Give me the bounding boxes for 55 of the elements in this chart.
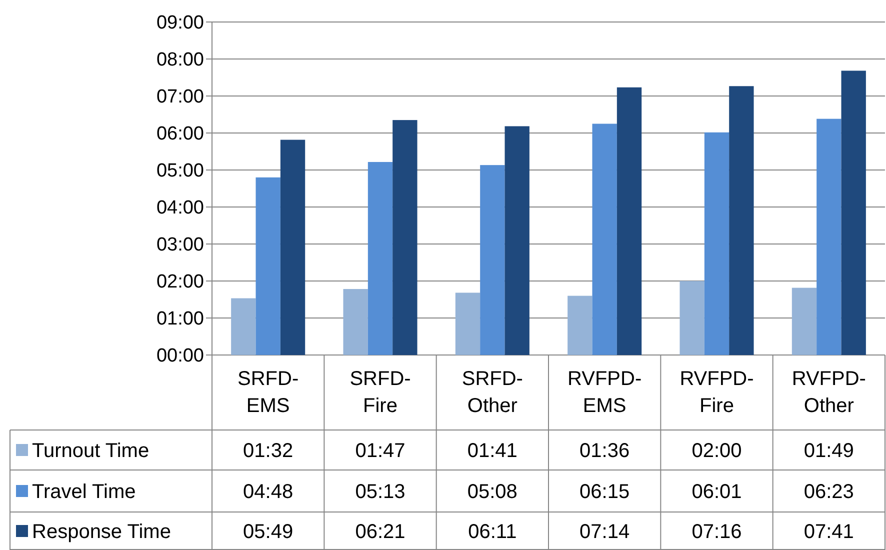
bar: [368, 162, 393, 355]
y-tick-label: 07:00: [156, 86, 204, 108]
legend-label: Response Time: [32, 521, 171, 543]
data-label: 05:49: [243, 521, 294, 543]
legend-label: Travel Time: [32, 481, 136, 503]
data-label: 05:08: [467, 481, 518, 503]
bar: [392, 120, 418, 355]
x-tick-label: SRFD- EMS: [238, 368, 299, 417]
bar: [256, 177, 280, 355]
data-label: 06:21: [355, 521, 406, 543]
bar: [792, 288, 817, 355]
bar: [568, 296, 592, 355]
bar: [616, 87, 642, 355]
legend-label: Turnout Time: [32, 440, 150, 462]
y-tick-label: 09:00: [156, 12, 204, 34]
data-label: 01:32: [243, 440, 294, 462]
bar: [816, 118, 842, 355]
bar: [231, 298, 256, 355]
x-tick-label: RVFPD- Fire: [680, 368, 754, 417]
y-tick-label: 04:00: [156, 198, 204, 219]
data-label: 01:47: [355, 440, 406, 462]
data-label: 01:36: [580, 440, 630, 462]
bar: [504, 126, 530, 355]
x-tick-label: SRFD- Other: [462, 368, 523, 417]
y-tick-label: 08:00: [156, 50, 204, 71]
y-tick-label: 06:00: [156, 124, 204, 145]
bar: [280, 140, 306, 355]
bar: [704, 132, 730, 355]
x-tick-label: RVFPD- EMS: [568, 368, 642, 417]
bar: [343, 289, 368, 355]
y-tick-label: 02:00: [156, 272, 204, 293]
y-tick-label: 03:00: [156, 234, 204, 256]
data-label: 06:15: [580, 481, 630, 503]
bar: [729, 86, 754, 355]
bar: [841, 70, 866, 355]
y-tick-label: 00:00: [156, 346, 204, 367]
data-label: 06:23: [804, 481, 854, 503]
data-label: 06:11: [468, 521, 517, 543]
y-tick-label: 05:00: [156, 160, 204, 182]
x-tick-label: SRFD- Fire: [350, 368, 411, 417]
data-label: 01:49: [804, 440, 854, 462]
data-label: 04:48: [243, 481, 294, 503]
data-label: 06:01: [692, 481, 742, 503]
data-label: 07:16: [692, 521, 742, 543]
x-tick-label: RVFPD- Other: [792, 368, 866, 417]
data-label: 01:41: [467, 440, 518, 462]
data-label: 07:41: [804, 521, 854, 543]
data-label: 02:00: [692, 440, 742, 462]
data-label: 05:13: [355, 481, 406, 503]
data-label: 07:14: [580, 521, 630, 543]
y-tick-label: 01:00: [156, 308, 204, 330]
bar: [480, 165, 505, 355]
bar: [680, 281, 704, 355]
bar: [592, 124, 617, 355]
bar: [455, 292, 480, 355]
